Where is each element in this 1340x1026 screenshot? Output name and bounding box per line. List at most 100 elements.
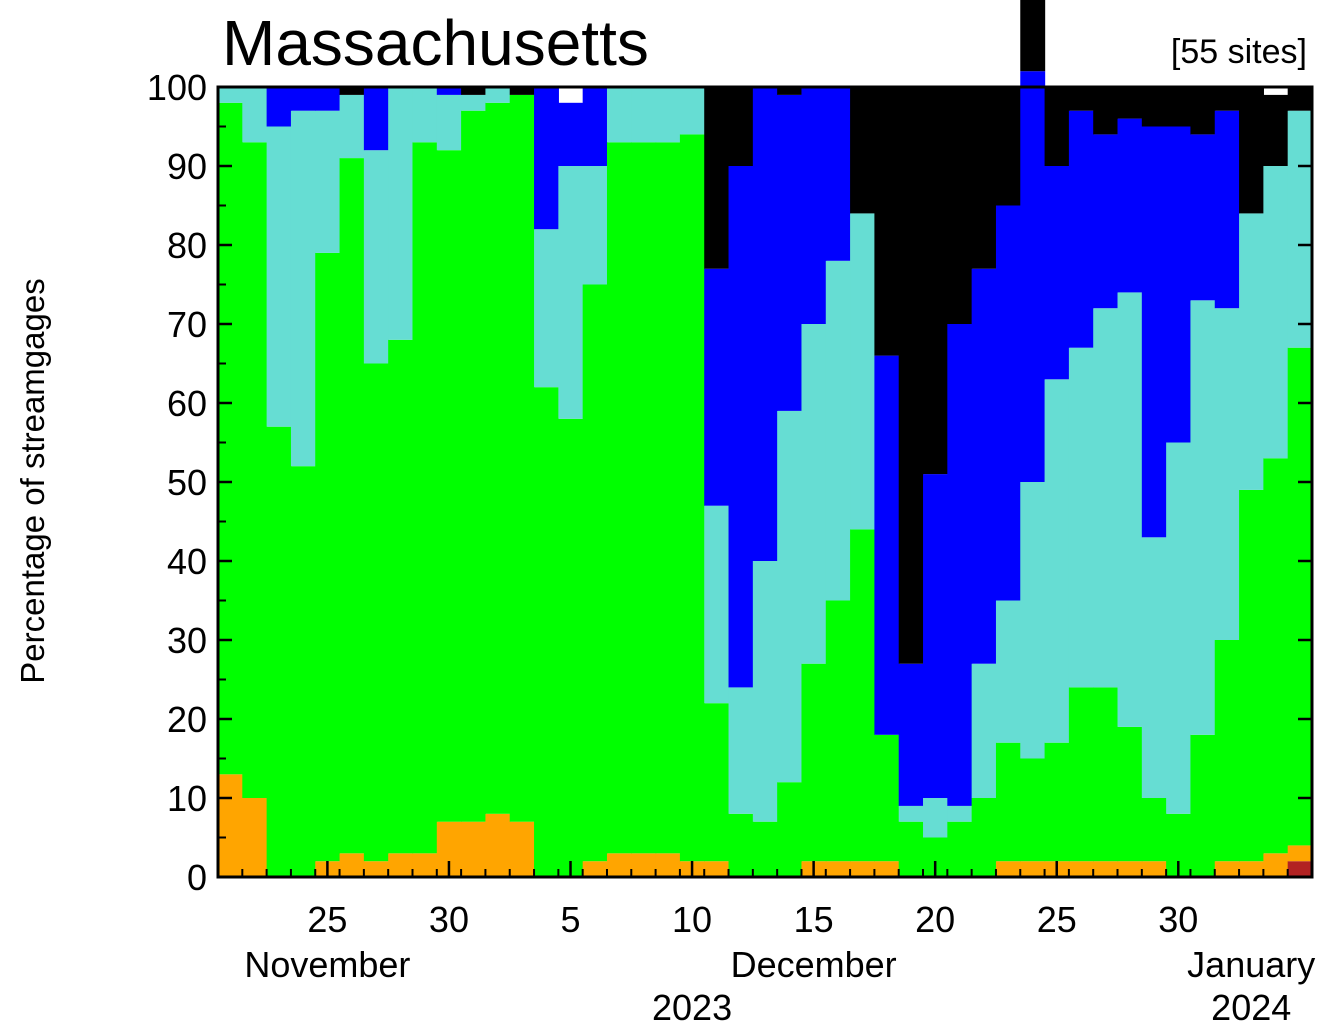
y-tick-label: 20 [167,699,207,740]
bar-segment [339,853,365,877]
bar-segment [1239,489,1264,862]
bar-segment [850,87,875,214]
bar-segment [631,142,657,854]
bar-segment [412,142,438,854]
bar-segment [1190,300,1216,735]
bar-segment [461,821,487,877]
chart-title: Massachusetts [222,7,649,79]
bar-segment [801,663,827,862]
x-tick-label: 10 [672,899,712,940]
y-tick-label: 10 [167,778,207,819]
bar-segment [388,339,414,854]
bar-segment [825,600,851,862]
bar-segment [509,94,535,822]
x-month-label: December [731,944,897,985]
bar-segment [874,734,900,862]
bar-segment [850,529,875,862]
bar-segment [558,166,584,419]
bar-segment [290,87,316,111]
y-tick-label: 40 [167,541,207,582]
bar-segment [777,87,803,95]
bar-segment [1214,640,1240,862]
y-tick-label: 100 [147,67,207,108]
bar-segment [1020,758,1046,862]
bar-segment [485,813,511,877]
bar-segment [315,110,341,253]
bar-segment [582,861,608,877]
bar-segment [1141,861,1167,877]
bar-segment [728,87,754,166]
stacked-bars [218,0,1313,877]
bar-segment [339,87,365,95]
bar-segment [1117,861,1143,877]
bar-segment [971,798,997,877]
bar-segment [874,87,900,356]
bar-segment [1093,134,1119,309]
x-tick-label: 25 [307,899,347,940]
bar-segment [1287,110,1313,348]
y-tick-label: 30 [167,620,207,661]
y-tick-label: 90 [167,146,207,187]
bar-segment [947,805,973,822]
bar-segment [606,142,632,854]
bar-segment [363,861,389,877]
bar-segment [339,158,365,854]
bar-segment [1068,861,1094,877]
bar-segment [728,687,754,814]
bar-segment [1239,861,1264,877]
bar-segment [436,94,462,151]
bar-segment [1214,87,1240,111]
bar-segment [509,821,535,877]
x-year-label: 2024 [1211,987,1291,1026]
bar-segment [1239,87,1264,214]
bar-segment [850,213,875,530]
bar-segment [801,324,827,664]
bar-segment [1141,537,1167,798]
bar-segment [704,268,730,506]
bar-segment [606,87,632,143]
bar-segment [1117,292,1143,727]
bar-segment [704,87,730,269]
bar-segment [1020,0,1046,72]
x-year-label: 2023 [652,987,732,1026]
bar-segment [218,102,243,775]
bar-segment [1044,379,1070,743]
bar-segment [436,150,462,822]
bar-segment [1239,213,1264,490]
x-tick-label: 5 [560,899,580,940]
bar-segment [1141,798,1167,862]
x-month-label: January [1187,944,1315,985]
bar-segment [631,853,657,877]
bar-segment [339,94,365,159]
bar-segment [218,774,243,877]
bar-segment [1166,87,1192,127]
bar-segment [874,355,900,735]
bar-segment [947,324,973,806]
bar-segment [777,410,803,783]
bar-segment [1068,110,1094,348]
bar-segment [704,703,730,862]
axes: 0 10 20 30 40 50 60 70 80 90 100 25 30 5 10 15 20 25 30 Nov… [147,67,1315,1026]
bar-segment [1068,87,1094,111]
bar-segment [582,284,608,862]
bar-segment [388,853,414,877]
bar-segment [1141,126,1167,538]
bar-segment [825,260,851,601]
x-tick-label: 25 [1037,899,1077,940]
bar-segment [290,110,316,467]
bar-segment [558,418,584,877]
bar-segment [1068,347,1094,688]
bar-segment [1044,166,1070,380]
bar-segment [1068,687,1094,862]
bar-segment [995,87,1021,206]
bar-segment [801,87,827,324]
bar-segment [752,821,778,877]
bar-segment [606,853,632,877]
bar-segment [655,87,681,143]
x-month-label: November [244,944,410,985]
bar-segment [558,102,584,166]
bar-segment [704,505,730,704]
bar-segment [995,742,1021,862]
bar-segment [388,87,414,340]
